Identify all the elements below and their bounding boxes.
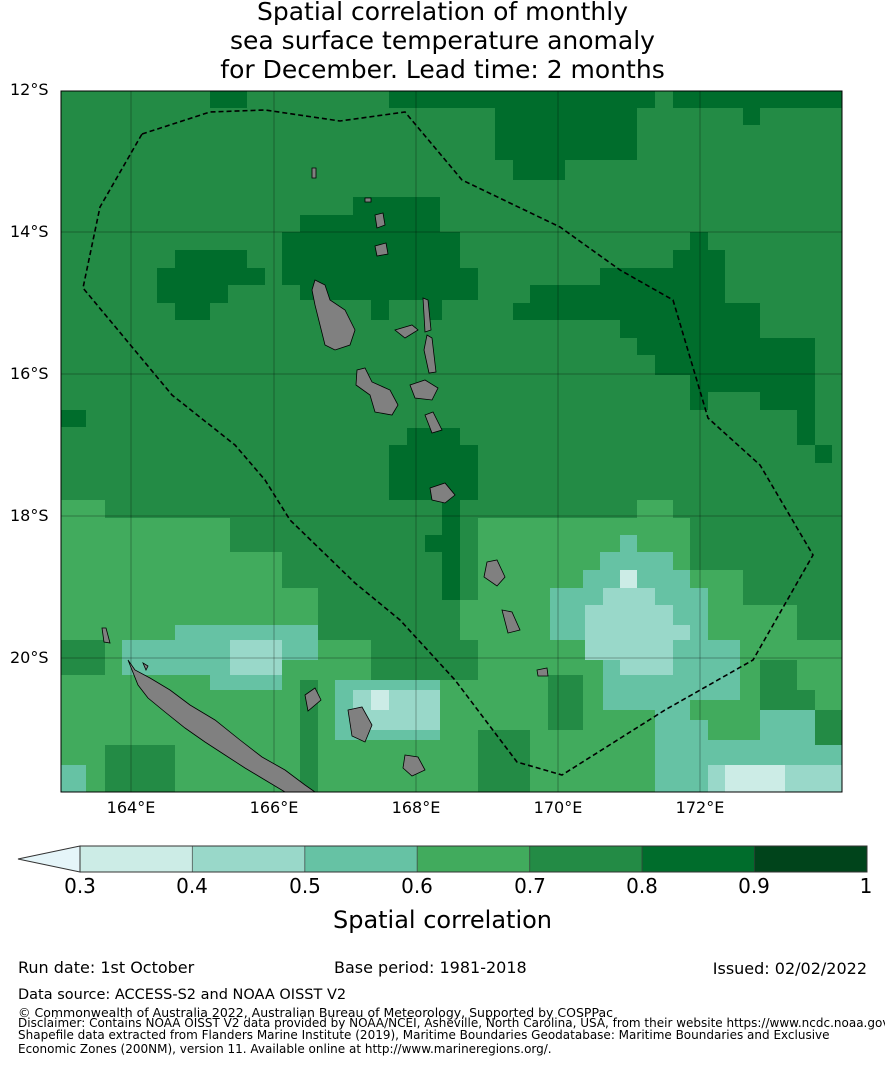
colorbar-segment [416,845,531,873]
colorbar-tick: 0.4 [176,874,208,898]
correlation-field [61,91,842,792]
colorbar-segment [641,845,756,873]
lat-label: 14°S [10,222,49,241]
issued-date: Issued: 02/02/2022 [712,959,867,978]
colorbar-segment [79,845,193,873]
colorbar-under-extension [17,845,81,873]
colorbar-segment [191,845,306,873]
data-source: Data source: ACCESS-S2 and NOAA OISST V2 [18,987,347,1003]
lon-label: 172°E [675,798,725,817]
lon-label: 166°E [249,798,299,817]
colorbar-segment [529,845,643,873]
colorbar [17,845,868,873]
disclaimer-line-3: Economic Zones (200NM), version 11. Avai… [18,1042,552,1056]
chart-title: Spatial correlation of monthly sea surfa… [0,0,885,84]
lon-label: 170°E [533,798,583,817]
colorbar-tick: 0.5 [289,874,321,898]
colorbar-tick: 0.9 [738,874,770,898]
colorbar-segment [304,845,418,873]
map-frame [60,90,843,793]
lat-label: 12°S [10,80,49,99]
disclaimer-line-1: Disclaimer: Contains NOAA OISST V2 data … [18,1016,885,1030]
colorbar-tick: 0.3 [64,874,96,898]
lat-label: 20°S [10,648,49,667]
field-0.3-0.4 [371,570,785,792]
map [60,90,843,793]
colorbar-label: Spatial correlation [332,906,553,934]
eez-boundary [82,109,814,776]
land [101,167,549,793]
base-period: Base period: 1981-2018 [334,958,527,977]
title-line-2: sea surface temperature anomaly [230,26,655,55]
colorbar-tick: 0.7 [514,874,546,898]
colorbar-segment [754,845,868,873]
lon-label: 164°E [106,798,156,817]
lat-label: 16°S [10,364,49,383]
run-date: Run date: 1st October [18,958,195,977]
espiritu-santo [311,279,356,351]
gridlines [61,91,842,792]
colorbar-tick: 1 [859,874,873,898]
lat-label: 18°S [10,506,49,525]
colorbar-tick: 0.6 [401,874,433,898]
disclaimer-line-2: Shapefile data extracted from Flanders M… [18,1028,830,1042]
lon-label: 168°E [391,798,441,817]
field-0.8-0.9 [61,91,842,660]
copyright: © Commonwealth of Australia 2022, Austra… [18,1005,613,1020]
field-0.7-0.8-patches [61,640,583,792]
colorbar-tick: 0.8 [626,874,658,898]
title-line-3: for December. Lead time: 2 months [220,55,665,84]
title-line-1: Spatial correlation of monthly [256,0,629,26]
